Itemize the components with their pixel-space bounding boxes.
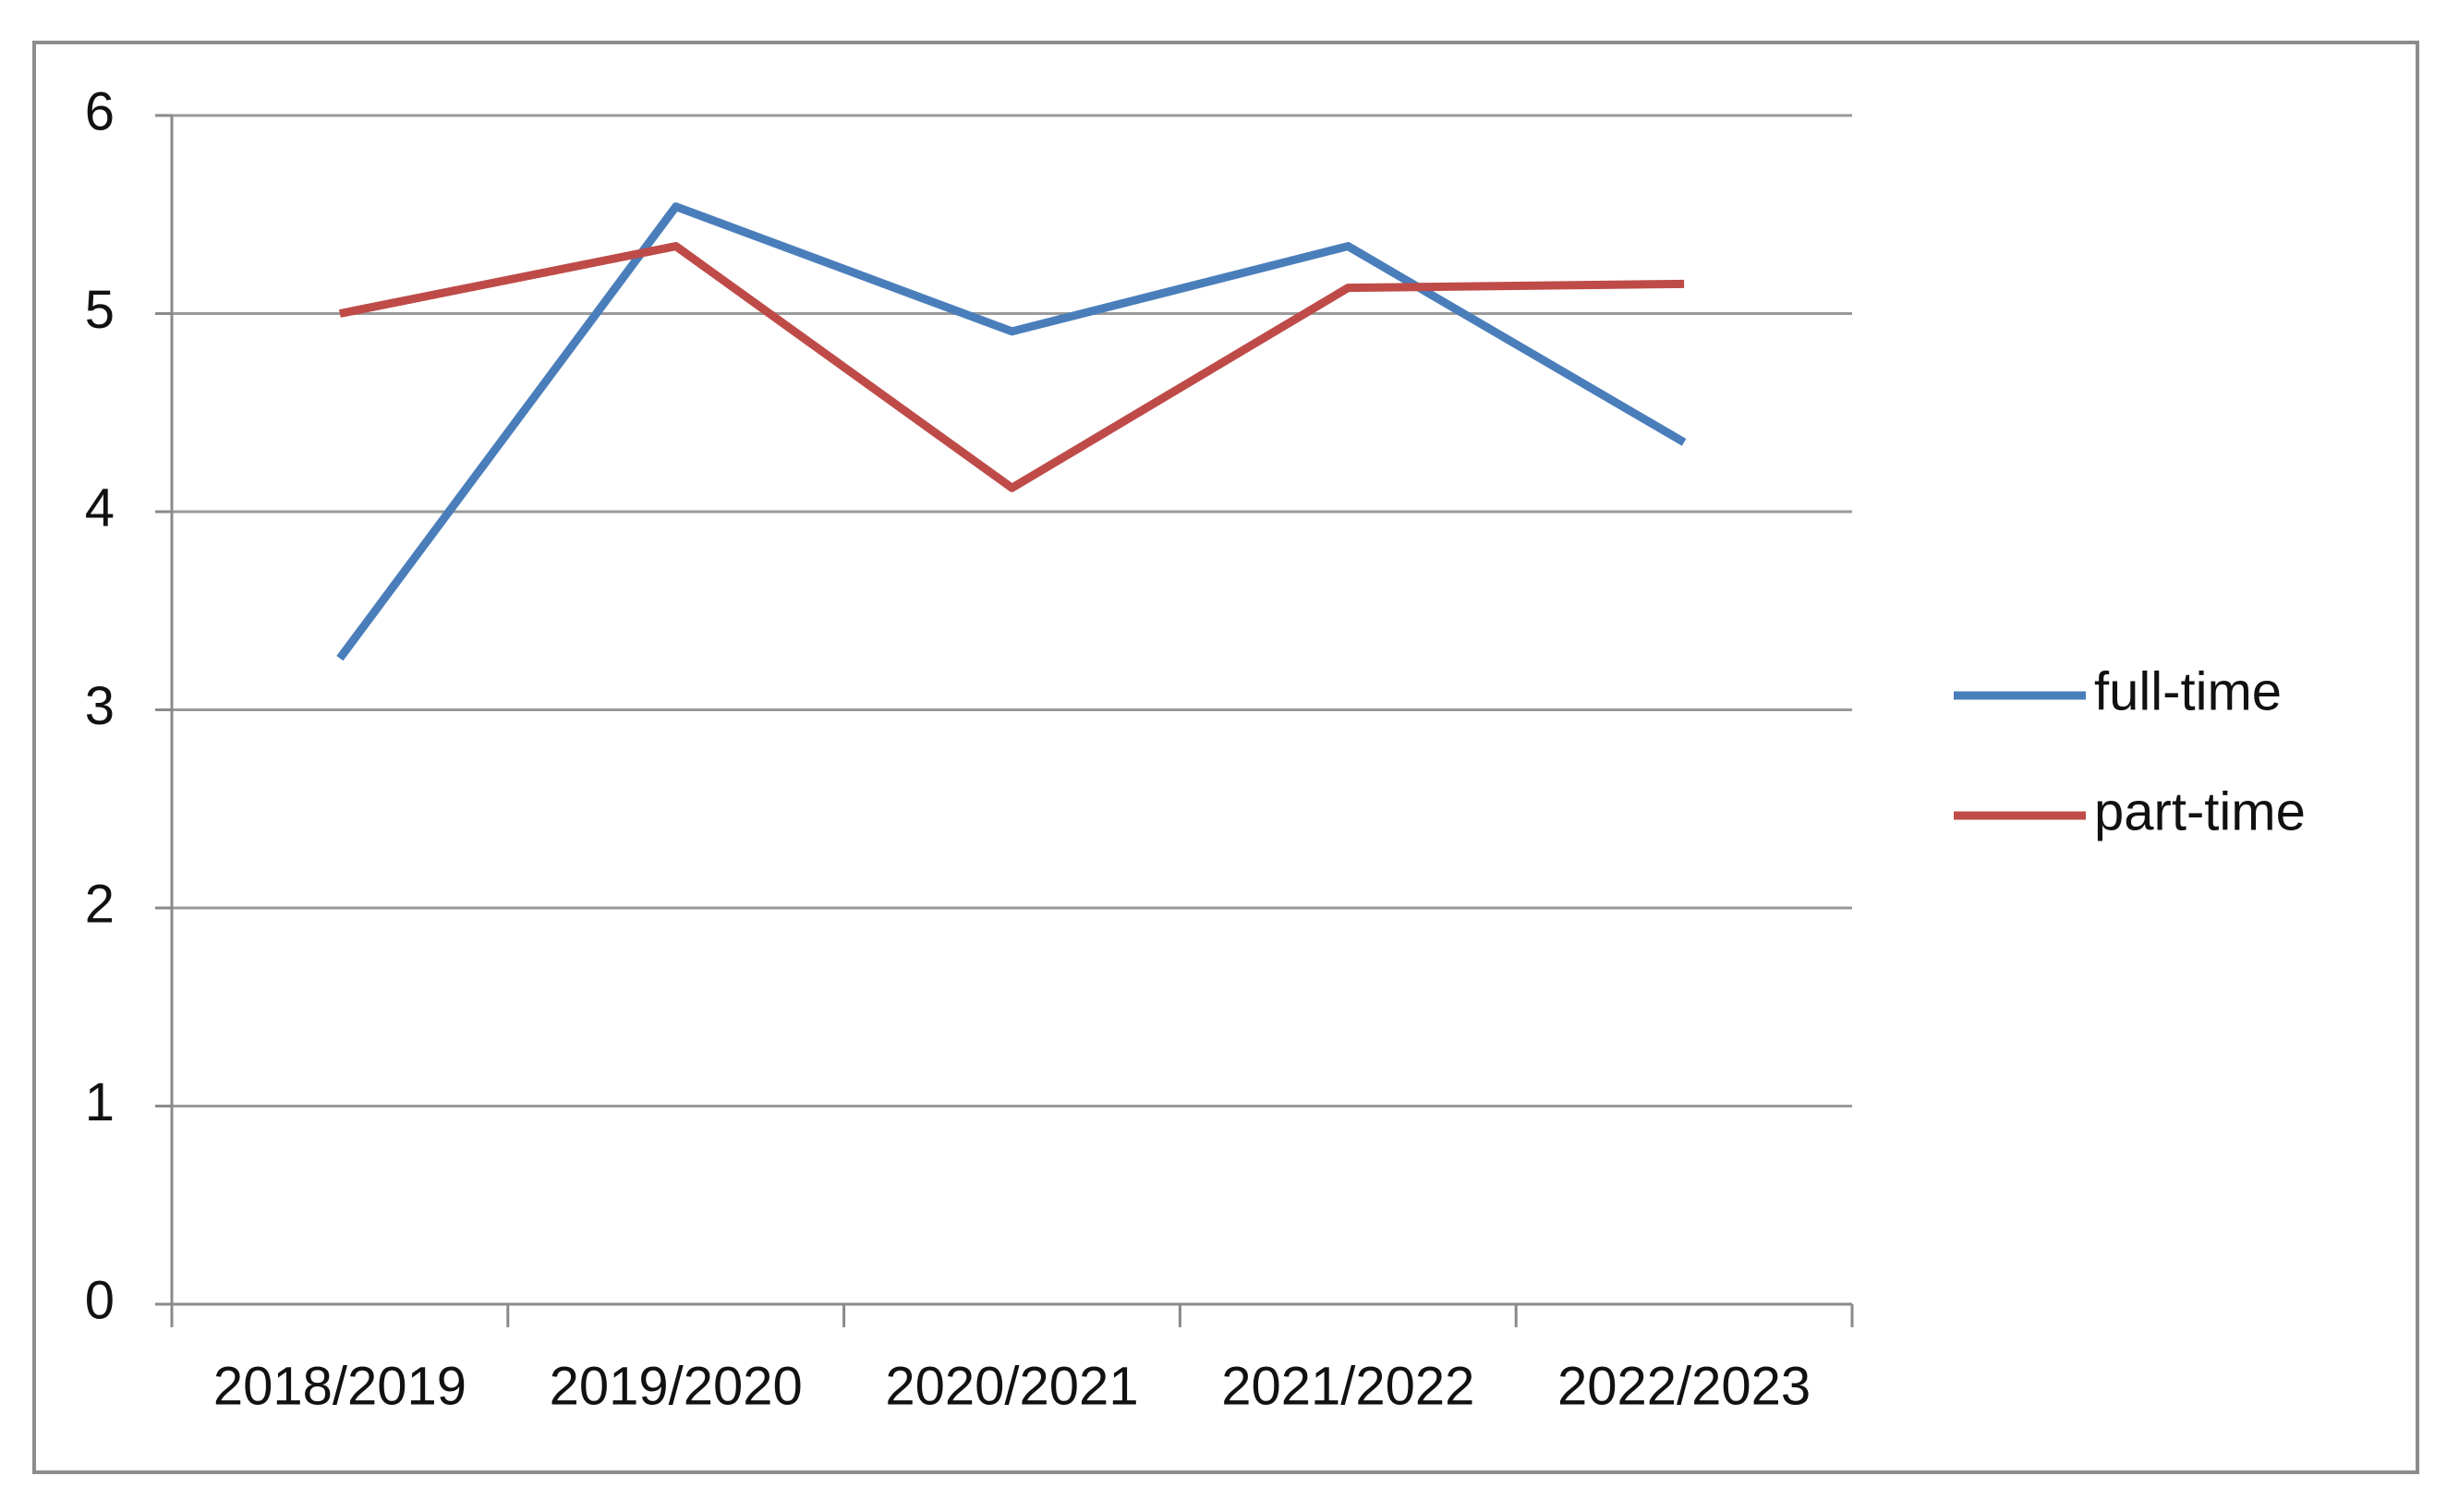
y-tick-label: 3 [85, 676, 115, 736]
x-tick-label: 2018/2019 [213, 1356, 466, 1416]
x-tick-label: 2022/2023 [1557, 1356, 1811, 1416]
y-tick-label: 5 [85, 280, 115, 340]
series-line [339, 242, 1685, 492]
y-tick-label: 1 [85, 1072, 115, 1132]
y-tick-label: 0 [85, 1270, 115, 1330]
legend-label: part-time [2094, 781, 2306, 841]
y-tick-label: 6 [85, 81, 115, 141]
y-tick-label: 4 [85, 478, 115, 538]
x-tick-label: 2020/2021 [885, 1356, 1138, 1416]
x-tick-label: 2019/2020 [550, 1356, 803, 1416]
series-line [336, 202, 1687, 661]
x-tick-label: 2021/2022 [1221, 1356, 1474, 1416]
legend-label: full-time [2094, 661, 2282, 721]
y-tick-label: 2 [85, 874, 115, 934]
chart-frame [32, 41, 2419, 1474]
